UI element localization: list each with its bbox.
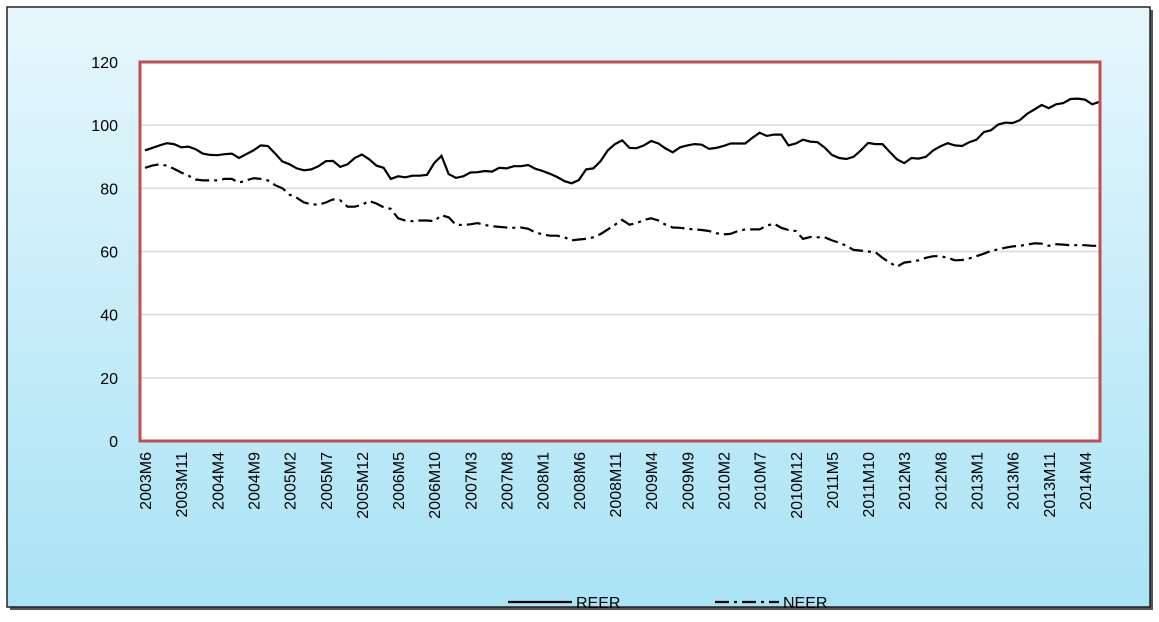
y-tick-label: 100 [91, 118, 118, 135]
x-tick-label: 2006M5 [391, 452, 408, 510]
y-tick-label: 40 [100, 308, 118, 325]
x-tick-label: 2008M6 [572, 452, 589, 510]
x-tick-label: 2004M9 [246, 452, 263, 510]
x-tick-label: 2005M7 [319, 452, 336, 510]
x-tick-label: 2013M1 [970, 452, 987, 510]
series-line [144, 163, 1100, 268]
x-tick-label: 2014M4 [1078, 452, 1095, 510]
x-tick-label: 2009M9 [680, 452, 697, 510]
x-tick-label: 2007M3 [463, 452, 480, 510]
y-tick-label: 60 [100, 245, 118, 262]
x-tick-label: 2008M1 [536, 452, 553, 510]
x-tick-label: 2003M11 [174, 452, 191, 518]
x-tick-label: 2012M3 [897, 452, 914, 510]
x-tick-label: 2007M8 [500, 452, 517, 510]
x-tick-label: 2005M12 [355, 452, 372, 519]
x-tick-label: 2003M6 [138, 452, 155, 510]
y-tick-label: 20 [100, 371, 118, 388]
legend-label: REER [576, 595, 620, 612]
x-tick-label: 2013M6 [1006, 452, 1023, 510]
plot-layer: 0 20 40 60 80 100 120 2003M6 2003M11 2004M4 2004M9… [91, 55, 1102, 612]
legend-label: NEER [783, 595, 827, 612]
x-tick-label: 2013M11 [1042, 452, 1059, 518]
x-tick-label: 2009M4 [644, 452, 661, 510]
x-tick-label: 2010M7 [753, 452, 770, 510]
plot-border [138, 60, 1102, 443]
y-tick-label: 0 [109, 434, 118, 451]
x-tick-label: 2012M8 [933, 452, 950, 510]
x-tick-label: 2011M10 [861, 452, 878, 518]
x-tick-label: 2010M12 [789, 452, 806, 519]
y-tick-label: 80 [100, 181, 118, 198]
x-tick-label: 2011M5 [825, 452, 842, 509]
y-tick-label: 120 [91, 55, 118, 72]
x-tick-label: 2004M4 [210, 452, 227, 510]
x-tick-label: 2006M10 [427, 452, 444, 519]
series-line [144, 97, 1100, 185]
x-tick-label: 2005M2 [283, 452, 300, 510]
x-tick-label: 2008M11 [608, 452, 625, 518]
x-tick-label: 2010M2 [716, 452, 733, 510]
